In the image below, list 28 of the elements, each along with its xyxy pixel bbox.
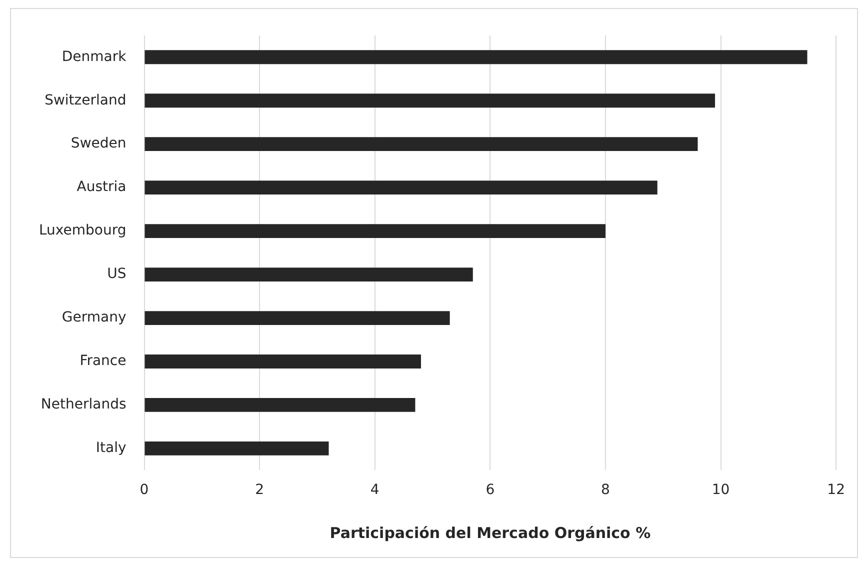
y-tick-label: Germany bbox=[62, 310, 126, 326]
x-tick-label: 12 bbox=[827, 482, 846, 498]
bar bbox=[144, 268, 473, 282]
bar bbox=[144, 50, 808, 64]
bar bbox=[144, 94, 716, 108]
y-tick-label: Denmark bbox=[62, 48, 128, 65]
y-tick-label: Austria bbox=[76, 179, 126, 196]
bar bbox=[144, 311, 450, 325]
bar bbox=[144, 354, 421, 368]
y-tick-label: Italy bbox=[96, 440, 126, 456]
bar bbox=[144, 180, 658, 195]
x-tick-label: 6 bbox=[486, 482, 495, 498]
y-tick-label: Luxembourg bbox=[38, 222, 126, 239]
bar bbox=[144, 137, 698, 152]
y-tick-label: France bbox=[80, 353, 126, 370]
x-axis-title: Participación del Mercado Orgánico % bbox=[330, 524, 651, 542]
y-tick-label: Switzerland bbox=[44, 92, 126, 108]
y-tick-label: US bbox=[107, 266, 126, 282]
x-tick-label: 0 bbox=[140, 482, 149, 498]
x-tick-label: 10 bbox=[712, 482, 730, 498]
bar bbox=[144, 398, 416, 412]
x-tick-label: 2 bbox=[255, 482, 264, 498]
bar bbox=[144, 442, 329, 456]
bar bbox=[144, 224, 606, 238]
x-tick-label: 4 bbox=[370, 482, 380, 498]
y-tick-label: Sweden bbox=[70, 136, 126, 152]
y-tick-label: Netherlands bbox=[40, 396, 126, 413]
x-tick-label: 8 bbox=[601, 482, 610, 498]
